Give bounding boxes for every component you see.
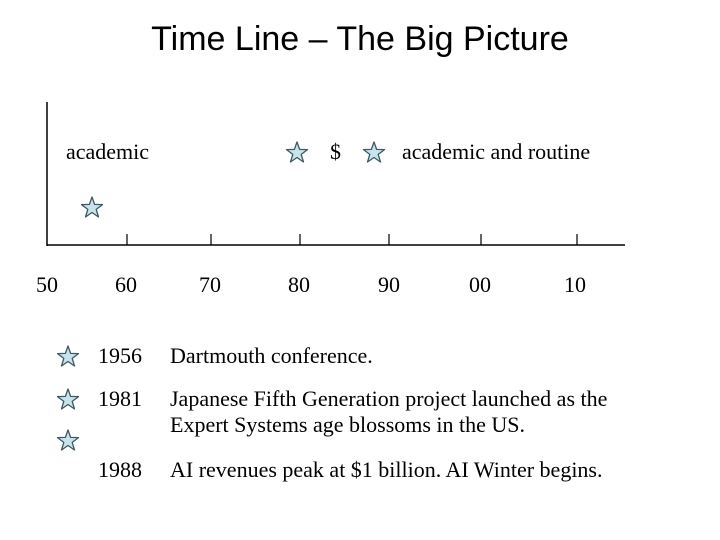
tick-label: 80: [288, 272, 310, 297]
era-label-academic-routine: academic and routine: [402, 139, 591, 164]
era-label-academic: academic: [66, 139, 150, 164]
era-label-money: $: [330, 139, 341, 164]
tick-label: 10: [564, 272, 586, 297]
slide-title: Time Line – The Big Picture: [151, 20, 569, 58]
event-year: 1988: [98, 457, 142, 482]
event-description: Dartmouth conference.: [170, 343, 373, 368]
star-icon: [56, 345, 80, 367]
tick-label: 90: [378, 272, 400, 297]
event-description: Japanese Fifth Generation project launch…: [170, 386, 608, 437]
star-icon: [56, 388, 80, 410]
star-icon: [80, 196, 104, 218]
tick-label: 60: [115, 272, 137, 297]
star-icon: [285, 141, 309, 163]
event-year: 1981: [98, 386, 142, 411]
tick-label: 70: [199, 272, 221, 297]
tick-label: 00: [469, 272, 491, 297]
tick-label: 50: [36, 272, 58, 297]
star-icon: [362, 141, 386, 163]
event-year: 1956: [98, 343, 142, 368]
star-icon: [56, 429, 80, 451]
event-description: AI revenues peak at $1 billion. AI Winte…: [170, 457, 603, 482]
